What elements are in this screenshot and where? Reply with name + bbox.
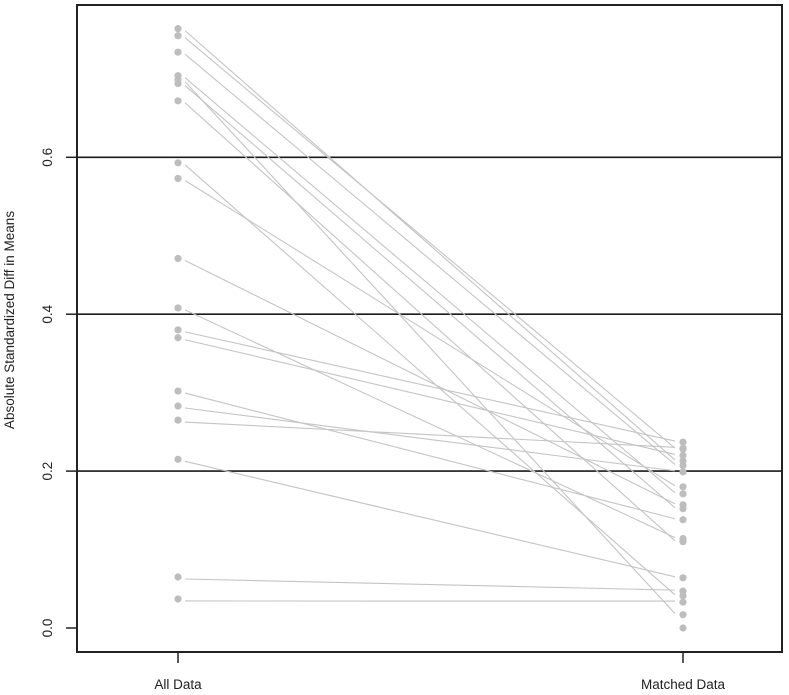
- pair-line: [184, 102, 676, 542]
- y-tick-label: 0.4: [40, 304, 55, 323]
- data-point: [174, 25, 182, 33]
- data-point: [679, 451, 687, 460]
- data-point: [174, 573, 182, 581]
- data-point: [679, 444, 687, 452]
- data-point: [174, 304, 182, 312]
- data-point: [174, 455, 182, 463]
- pair-line: [184, 339, 676, 455]
- data-point: [174, 595, 182, 603]
- pair-line: [184, 578, 676, 591]
- data-points: [174, 25, 687, 632]
- data-point: [679, 598, 687, 606]
- pair-line: [184, 53, 676, 466]
- pair-line: [184, 392, 676, 520]
- y-tick-label: 0.0: [40, 619, 55, 638]
- y-tick-label: 0.2: [40, 462, 55, 481]
- data-point: [679, 483, 687, 491]
- data-point: [679, 468, 687, 476]
- pair-line: [184, 309, 676, 539]
- data-point: [174, 326, 182, 334]
- data-point: [174, 402, 182, 410]
- data-point: [679, 611, 687, 619]
- data-point: [174, 334, 182, 342]
- data-point: [174, 159, 182, 167]
- pair-line: [184, 81, 676, 615]
- x-tick-label: Matched Data: [641, 677, 726, 692]
- y-axis-label: Absolute Standardized Diff in Means: [2, 211, 17, 429]
- data-point: [174, 32, 182, 40]
- pair-line: [184, 164, 676, 596]
- plot-frame: [76, 4, 783, 653]
- pair-line: [184, 85, 676, 509]
- data-point: [174, 416, 182, 424]
- data-point: [679, 501, 687, 509]
- pair-line: [184, 180, 676, 487]
- data-point: [174, 254, 182, 263]
- data-point: [679, 490, 687, 498]
- data-point: [679, 438, 687, 446]
- data-point: [679, 516, 687, 524]
- pair-line: [184, 460, 676, 578]
- data-point: [679, 587, 687, 595]
- pair-line: [184, 77, 676, 494]
- data-point: [174, 48, 182, 56]
- data-point: [679, 462, 687, 470]
- data-point: [679, 574, 687, 582]
- paired-lines: [184, 30, 676, 615]
- pair-line: [184, 331, 676, 442]
- x-axis: All Data Matched Data: [154, 652, 726, 692]
- pair-line: [184, 407, 676, 472]
- data-point: [679, 534, 687, 543]
- y-tick-label: 0.6: [40, 148, 55, 167]
- pair-line: [184, 260, 676, 505]
- pair-line: [184, 421, 676, 448]
- pair-line: [184, 30, 676, 461]
- y-axis: 0.0 0.2 0.4 0.6: [40, 148, 77, 637]
- data-point: [174, 387, 182, 395]
- data-point: [174, 174, 182, 183]
- data-point: [679, 624, 687, 632]
- data-point: [174, 97, 182, 105]
- pair-line: [184, 37, 676, 449]
- x-tick-label: All Data: [154, 677, 202, 692]
- data-point: [174, 79, 182, 88]
